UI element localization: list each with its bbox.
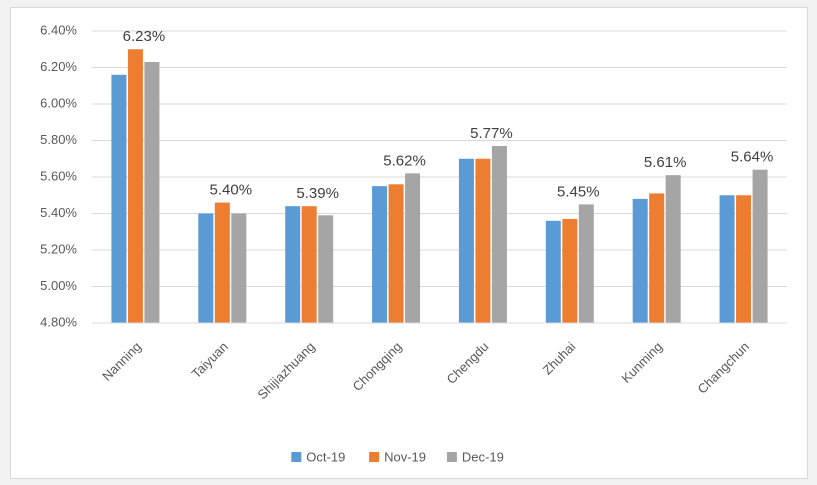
bar xyxy=(719,195,735,323)
data-label: 5.39% xyxy=(296,185,339,202)
data-label: 5.62% xyxy=(383,152,426,169)
bar xyxy=(198,213,214,323)
bar xyxy=(372,186,388,323)
y-tick-label: 5.60% xyxy=(40,168,77,183)
bar xyxy=(111,74,127,323)
bar xyxy=(491,145,507,323)
bar xyxy=(752,169,768,323)
bar xyxy=(318,215,334,323)
data-label: 5.61% xyxy=(644,154,687,171)
bar xyxy=(214,202,230,323)
bar xyxy=(388,184,404,323)
bar xyxy=(562,218,578,323)
legend-swatch xyxy=(369,452,380,462)
data-label: 5.40% xyxy=(210,182,253,199)
y-tick-label: 5.40% xyxy=(40,205,77,220)
legend-swatch xyxy=(446,452,457,462)
bar xyxy=(285,206,301,323)
bar xyxy=(578,204,594,323)
y-tick-label: 5.00% xyxy=(40,278,77,293)
legend-label: Oct-19 xyxy=(306,449,345,464)
bar xyxy=(458,158,474,323)
data-label: 5.45% xyxy=(557,183,600,200)
bar xyxy=(475,158,491,323)
bar xyxy=(301,206,317,323)
y-tick-label: 6.20% xyxy=(40,59,77,74)
bar xyxy=(665,175,681,323)
bar xyxy=(127,49,143,323)
bar xyxy=(231,213,247,323)
data-label: 5.77% xyxy=(470,125,513,142)
bar xyxy=(632,198,648,323)
bar xyxy=(545,220,561,323)
y-tick-label: 5.80% xyxy=(40,132,77,147)
legend-label: Dec-19 xyxy=(462,449,504,464)
y-tick-label: 5.20% xyxy=(40,241,77,256)
y-tick-label: 6.40% xyxy=(40,22,77,37)
bar xyxy=(144,62,160,324)
legend-label: Nov-19 xyxy=(384,449,426,464)
y-tick-label: 4.80% xyxy=(40,314,77,329)
data-label: 5.64% xyxy=(731,149,774,166)
bar xyxy=(405,173,421,323)
bar xyxy=(736,195,752,323)
bar xyxy=(649,193,665,323)
y-tick-label: 6.00% xyxy=(40,95,77,110)
data-label: 6.23% xyxy=(123,28,166,45)
legend-swatch xyxy=(291,452,302,462)
